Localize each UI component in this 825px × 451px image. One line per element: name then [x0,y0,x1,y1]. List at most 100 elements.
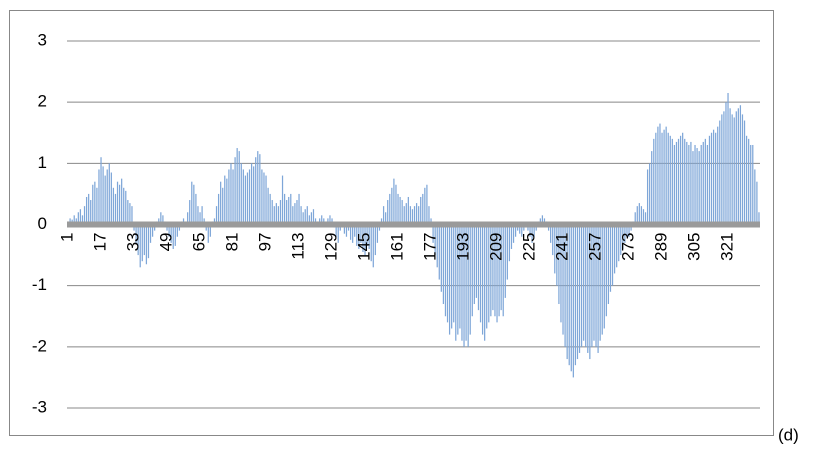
bar [129,203,131,225]
bar [69,218,71,225]
bar [90,200,92,225]
bar [397,193,399,225]
bar [145,224,148,265]
bar [403,206,405,225]
bar [395,184,397,225]
bar [620,224,622,256]
bar [552,224,554,256]
bar [729,108,731,225]
bar [671,138,673,225]
bar [300,206,302,225]
bar [135,224,137,243]
bar [385,212,387,225]
bar [331,218,333,225]
bar [401,200,403,225]
bar [649,163,651,225]
bar [628,224,630,237]
bar [758,212,760,225]
x-tick-label: 49 [157,233,176,252]
bar [446,224,449,323]
bar [378,224,381,231]
bar [207,224,209,243]
bar [704,138,706,225]
bar [436,224,438,268]
x-tick-label: 257 [586,233,605,261]
bar [644,212,647,225]
bar [102,166,104,225]
bar [748,138,750,225]
bar [376,224,379,243]
bar [502,224,504,317]
bar [488,224,490,323]
bar [75,218,77,225]
bar [725,102,727,225]
bar [465,224,467,341]
bar [288,196,290,225]
bar [226,178,228,225]
bar [651,151,653,225]
bar [469,224,471,335]
bar [294,203,296,225]
bar [281,175,284,225]
bar [362,224,364,253]
x-tick-label: 161 [388,233,407,261]
bar [459,224,461,329]
x-tick-label: 225 [520,233,539,261]
bar [273,206,275,225]
bar [393,178,395,225]
bar [250,163,253,225]
bar [440,224,442,292]
bar [246,172,249,225]
bar [521,224,523,237]
x-tick-label: 321 [718,233,737,261]
bar [265,175,267,225]
bar [568,224,570,366]
bar [554,224,556,274]
bar [137,224,139,256]
bar [380,218,383,225]
bar [261,169,263,225]
bar [415,203,418,225]
bar [463,224,465,347]
bar [457,224,459,335]
bar [597,224,599,353]
bar [669,135,671,225]
bar [151,224,154,237]
bar [189,200,191,225]
bar [481,224,484,335]
x-tick-label: 65 [190,233,209,252]
bar [286,200,288,225]
bar [655,132,657,225]
bar [314,218,317,225]
bar [222,187,224,225]
y-tick-label: 0 [38,214,47,233]
bar [624,224,626,243]
x-tick-label: 289 [652,233,671,261]
bar [96,187,98,225]
bar [572,224,574,378]
bar [442,224,445,305]
bar [139,224,141,268]
bar [123,187,125,225]
bar [114,193,117,225]
bar [263,172,265,225]
bar [368,224,370,249]
bar [224,175,226,225]
bar [271,200,273,225]
bar [217,193,220,225]
bar [589,224,591,360]
x-tick-label: 81 [223,233,242,252]
bar [407,196,409,225]
bar [354,224,356,237]
bar [424,187,426,225]
bar [187,212,189,225]
bar [560,224,562,323]
bar [339,224,341,231]
bar [203,218,205,225]
bar [494,224,496,317]
bar [510,224,513,249]
bar [242,169,244,225]
bar [692,151,694,225]
bar [622,224,624,249]
